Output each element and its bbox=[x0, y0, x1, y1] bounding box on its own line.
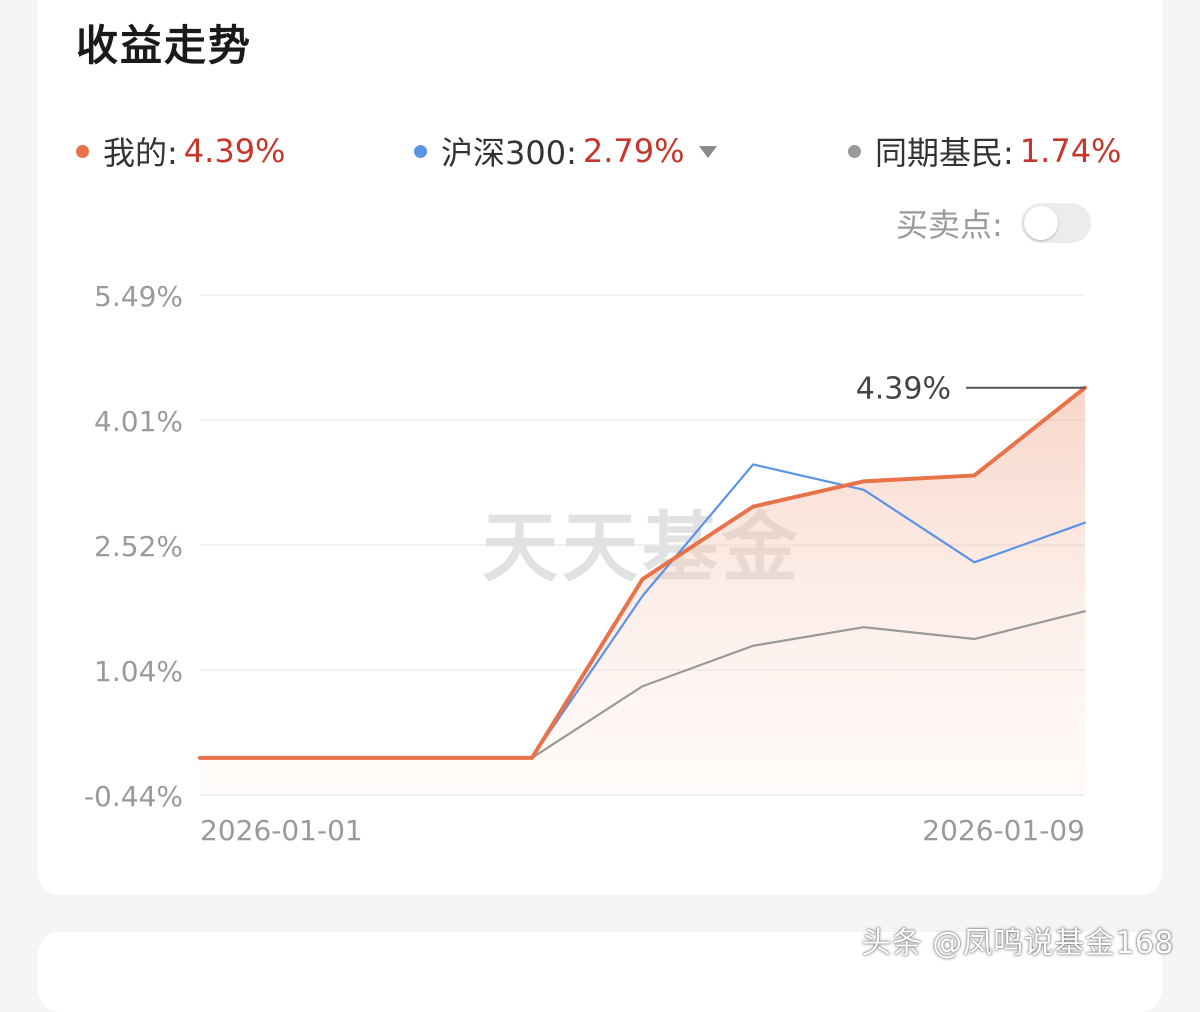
legend-dot-index bbox=[414, 144, 427, 158]
trade-points-toggle[interactable] bbox=[1020, 203, 1091, 243]
y-tick-label: -0.44% bbox=[84, 780, 183, 813]
series-line-我的 bbox=[198, 385, 1087, 760]
legend-dot-mine bbox=[76, 144, 89, 158]
x-tick-label: 2026-01-01 bbox=[200, 814, 363, 847]
legend-value-mine: 4.39% bbox=[183, 132, 286, 170]
legend-label-mine: 我的: bbox=[103, 134, 178, 172]
trade-points-label: 买卖点: bbox=[896, 206, 1003, 244]
end-value-label: 4.39% bbox=[856, 372, 951, 407]
legend-label-peers: 同期基民: bbox=[875, 134, 1014, 172]
legend-value-index: 2.79% bbox=[582, 132, 685, 170]
y-tick-label: 1.04% bbox=[94, 655, 183, 688]
area-fill-mine bbox=[200, 387, 1085, 795]
legend-dot-peers bbox=[848, 144, 861, 158]
y-tick-label: 2.52% bbox=[94, 530, 183, 563]
caret-down-icon[interactable] bbox=[698, 146, 717, 158]
legend-label-index: 沪深300: bbox=[441, 134, 577, 172]
toggle-knob bbox=[1023, 206, 1058, 240]
legend-value-peers: 1.74% bbox=[1019, 132, 1122, 170]
legend-peers[interactable]: 同期基民: 1.74% bbox=[848, 128, 1121, 174]
y-tick-label: 4.01% bbox=[94, 405, 183, 438]
y-tick-label: 5.49% bbox=[94, 280, 183, 313]
earnings-chart: 5.49% 4.01% 2.52% 1.04% -0.44% 2026-01-01 202… bbox=[84, 280, 1087, 847]
x-tick-label: 2026-01-09 bbox=[922, 814, 1085, 847]
corner-watermark: 头条 @凤鸣说基金168 bbox=[861, 926, 1174, 961]
legend-index[interactable]: 沪深300: 2.79% bbox=[414, 128, 717, 174]
card-title: 收益走势 bbox=[76, 21, 253, 70]
legend-mine[interactable]: 我的: 4.39% bbox=[76, 128, 285, 174]
trade-points-toggle-row: 买卖点: bbox=[896, 200, 1091, 246]
